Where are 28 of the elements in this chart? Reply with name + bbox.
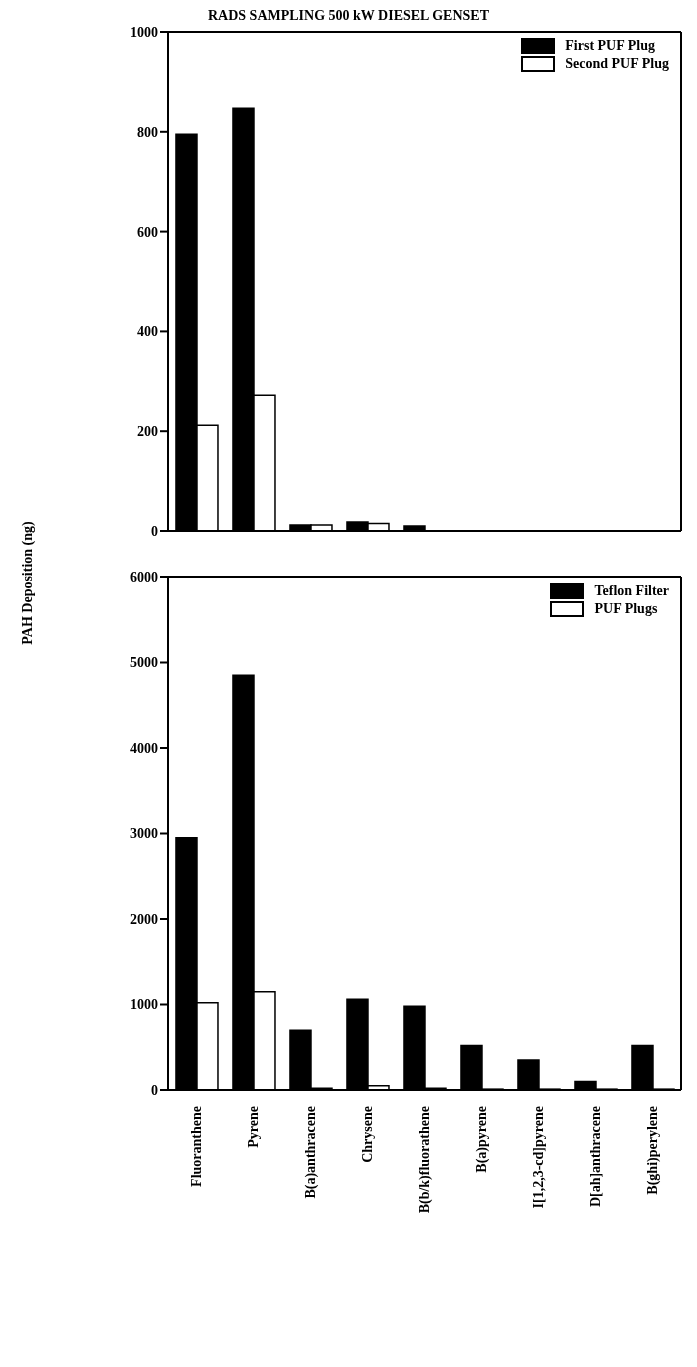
x-tick-label: B(ghi)perylene [645,1106,661,1195]
y-tick-label: 1000 [130,24,158,40]
legend-label: Teflon Filter [594,583,669,599]
y-tick-label: 5000 [130,655,158,671]
y-tick-label: 0 [151,1082,158,1098]
y-tick-label: 200 [137,424,158,440]
y-tick-label: 600 [137,224,158,240]
legend-label: PUF Plugs [594,601,658,617]
legend-label: First PUF Plug [565,38,655,54]
y-tick-label: 1000 [130,997,158,1013]
y-tick-label: 3000 [130,826,158,842]
y-axis-title: PAH Deposition (ng) [20,521,36,645]
y-tick-label: 4000 [130,740,158,756]
y-tick-label: 400 [137,324,158,340]
x-tick-label: Fluoranthene [189,1106,204,1187]
y-tick-label: 6000 [130,569,158,585]
x-tick-label: Chrysene [360,1106,375,1163]
y-tick-label: 800 [137,124,158,140]
y-tick-label: 0 [151,523,158,539]
x-tick-label: Pyrene [246,1106,261,1148]
chart-title: RADS SAMPLING 500 kW DIESEL GENSET [208,8,490,25]
x-tick-label: B(b/k)fluorathene [417,1106,433,1214]
y-tick-label: 2000 [130,911,158,927]
x-tick-label: D[ah]anthracene [588,1106,603,1208]
x-tick-label: B(a)pyrene [474,1106,490,1173]
x-tick-label: B(a)anthracene [303,1106,319,1199]
x-tick-label: I[1,2,3-cd]pyrene [531,1106,546,1209]
legend-label: Second PUF Plug [565,56,669,72]
